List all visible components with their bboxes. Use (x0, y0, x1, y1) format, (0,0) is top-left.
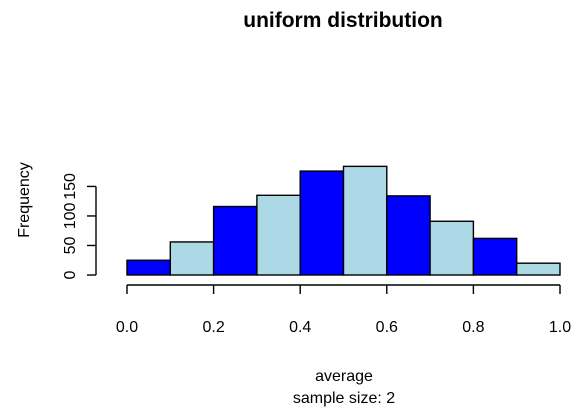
y-tick-label: 150 (62, 173, 79, 200)
y-axis-label: Frequency (16, 162, 33, 238)
y-axis: 0 50 100 150 (62, 173, 97, 279)
histogram-bar (256, 194, 301, 276)
x-tick-label: 0.2 (202, 319, 224, 336)
histogram-bar (299, 170, 345, 276)
x-tick-label: 0.0 (116, 319, 138, 336)
y-tick-label: 100 (62, 203, 79, 230)
x-tick-label: 1.0 (549, 319, 571, 336)
y-tick-label: 0 (62, 270, 79, 279)
x-axis: 0.0 0.2 0.4 0.6 0.8 1.0 (116, 284, 571, 336)
histogram-bar (342, 165, 388, 276)
x-axis-label: average (315, 368, 373, 385)
histogram-bar (429, 220, 475, 276)
histogram-bar (472, 237, 518, 276)
x-tick-label: 0.8 (462, 319, 484, 336)
x-tick-label: 0.4 (289, 319, 311, 336)
x-tick-label: 0.6 (376, 319, 398, 336)
chart-title: uniform distribution (243, 9, 442, 32)
histogram-bar (212, 205, 258, 276)
histogram-bar (169, 241, 215, 276)
histogram-bar (386, 195, 431, 276)
bars-group (126, 165, 561, 276)
y-tick-label: 50 (62, 236, 79, 254)
histogram-bar (126, 259, 171, 276)
histogram-bar (516, 262, 561, 276)
x-axis-sublabel: sample size: 2 (293, 390, 395, 407)
